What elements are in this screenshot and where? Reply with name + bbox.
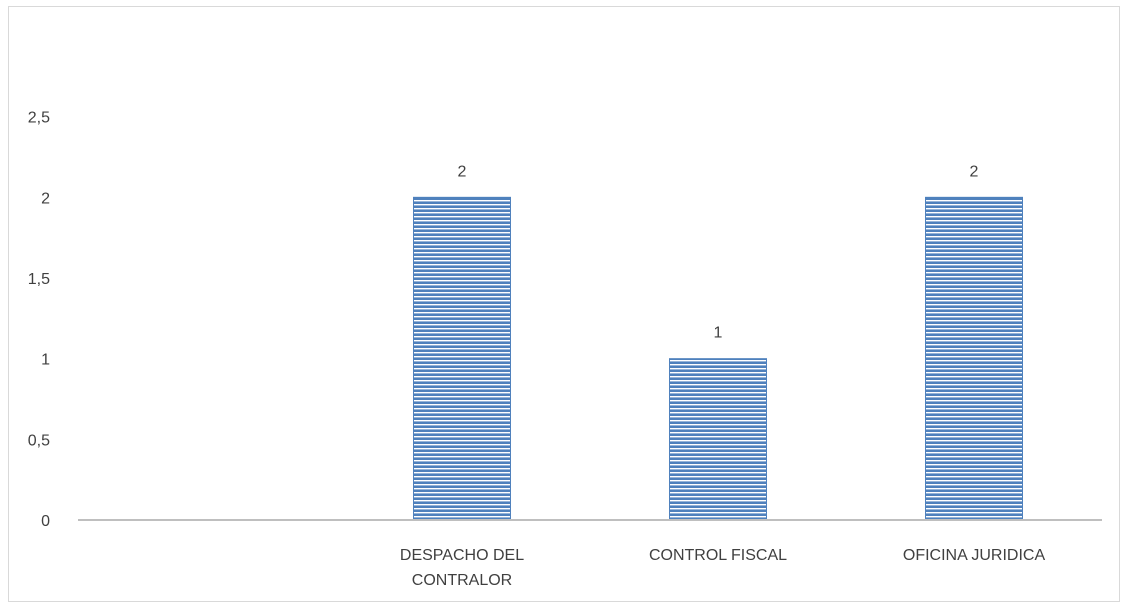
y-tick-label: 0,5 bbox=[28, 432, 50, 449]
bar bbox=[925, 196, 1023, 521]
bar bbox=[413, 196, 511, 521]
category-labels: DESPACHO DEL CONTRALOR CONTROL FISCAL OFICI… bbox=[400, 547, 1046, 589]
data-label: 1 bbox=[714, 325, 723, 342]
bars bbox=[413, 196, 1023, 521]
y-tick-label: 2 bbox=[41, 190, 50, 207]
data-label: 2 bbox=[970, 163, 979, 180]
category-label: CONTROL FISCAL bbox=[649, 547, 787, 564]
y-axis-ticks: 0 0,5 1 1,5 2 2,5 bbox=[28, 110, 50, 530]
category-label: OFICINA JURIDICA bbox=[903, 547, 1046, 564]
bar bbox=[669, 358, 767, 521]
data-label: 2 bbox=[458, 163, 467, 180]
y-tick-label: 1 bbox=[41, 352, 50, 369]
category-label: DESPACHO DEL CONTRALOR bbox=[400, 547, 524, 589]
y-tick-label: 1,5 bbox=[28, 271, 50, 288]
y-tick-label: 0 bbox=[41, 513, 50, 530]
data-labels: 2 1 2 bbox=[458, 163, 979, 341]
y-tick-label: 2,5 bbox=[28, 110, 50, 127]
